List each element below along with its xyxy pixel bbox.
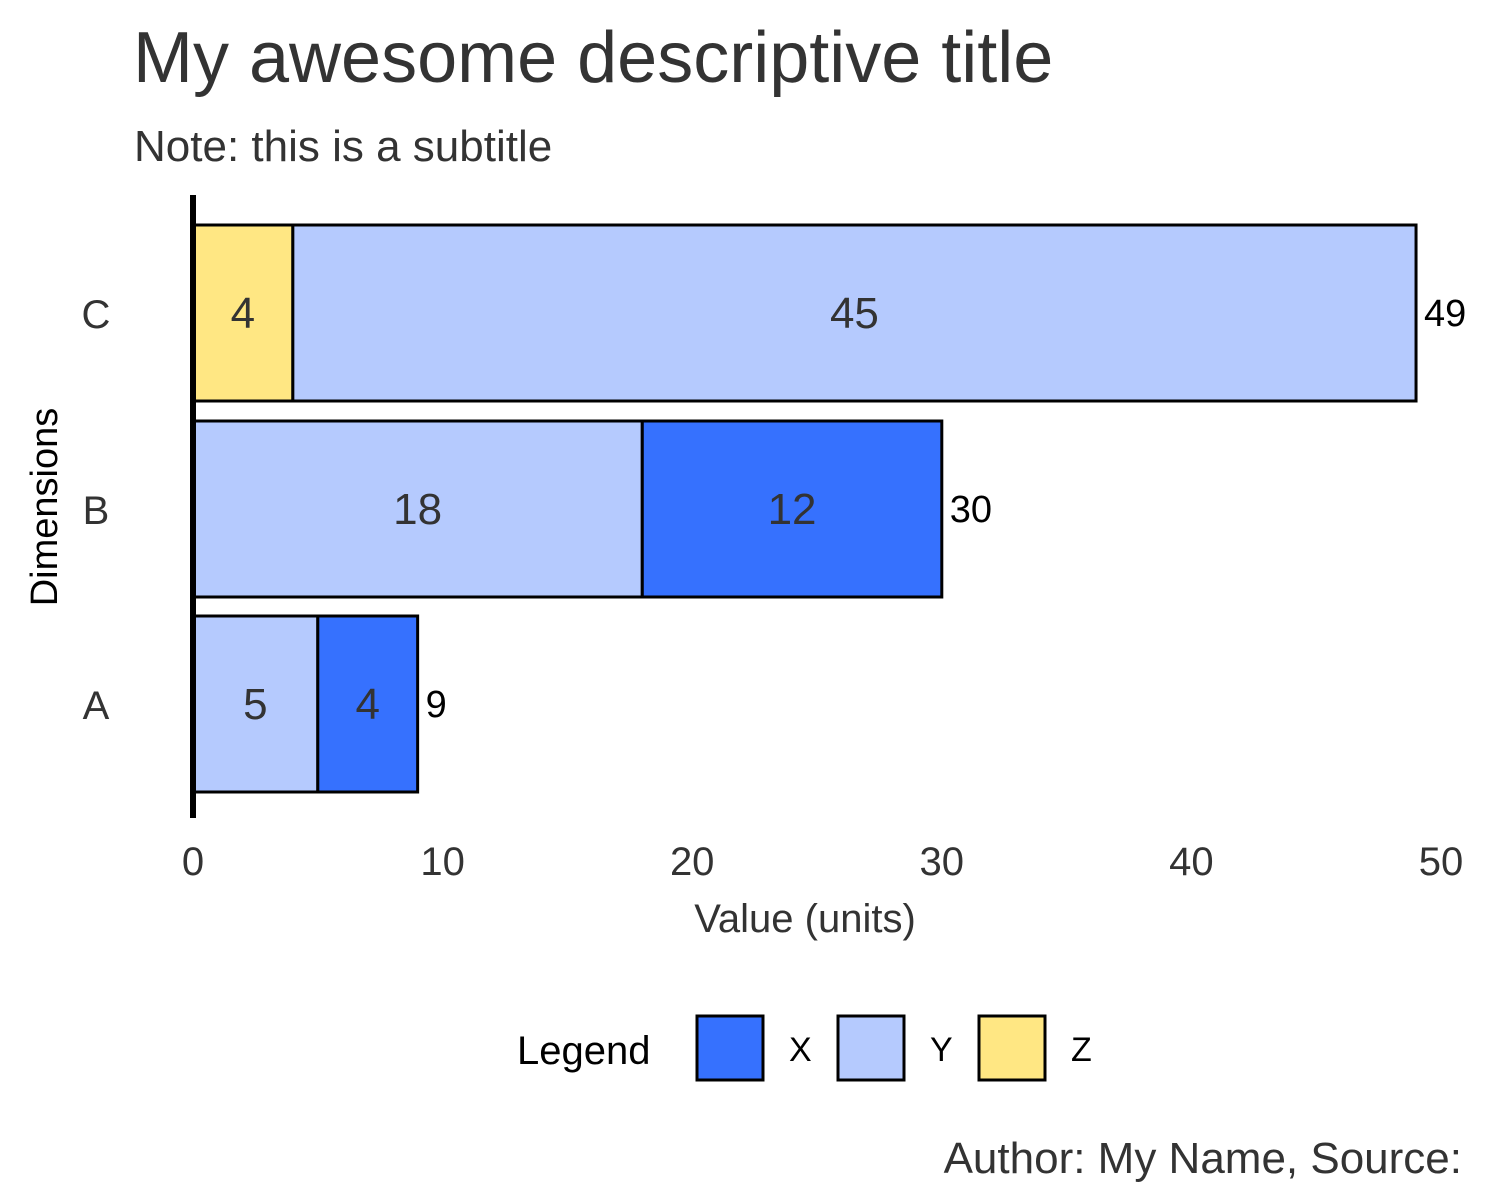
bar-a-y (191, 614, 320, 794)
y-tick-labels: A B C (82, 293, 111, 728)
bar-a-x (316, 614, 420, 794)
total-label-c: 49 (1424, 293, 1466, 335)
segment-label-b-y: 18 (393, 485, 442, 534)
x-axis-title: Value (units) (694, 897, 916, 941)
legend: Legend X Y Z (517, 1014, 1092, 1082)
x-tick-label-10: 10 (420, 840, 465, 884)
legend-label-y: Y (930, 1031, 953, 1069)
segment-label-a-x: 4 (355, 680, 379, 729)
bars-layer (191, 223, 1418, 794)
chart-subtitle: Note: this is a subtitle (134, 122, 552, 171)
segment-label-c-y: 45 (830, 289, 879, 338)
y-tick-label-b: B (83, 489, 110, 533)
legend-swatch-x (695, 1014, 765, 1082)
y-tick-label-c: C (82, 293, 111, 337)
total-label-a: 9 (426, 684, 447, 726)
x-tick-labels: 0 10 20 30 40 50 (182, 840, 1463, 884)
y-tick-label-a: A (83, 684, 110, 728)
bar-b-x (640, 419, 944, 599)
segment-label-b-x: 12 (768, 485, 817, 534)
legend-swatch-z (977, 1014, 1047, 1082)
total-label-b: 30 (950, 489, 992, 531)
legend-title: Legend (517, 1029, 650, 1073)
segment-label-c-z: 4 (231, 289, 255, 338)
bar-c-z (191, 223, 295, 403)
total-labels-layer: 9 30 49 (426, 293, 1467, 726)
x-tick-label-0: 0 (182, 840, 204, 884)
legend-label-x: X (789, 1031, 812, 1069)
chart-caption: Author: My Name, Source: (944, 1134, 1462, 1183)
legend-label-z: Z (1071, 1031, 1092, 1069)
x-tick-label-30: 30 (920, 840, 965, 884)
segment-label-a-y: 5 (243, 680, 267, 729)
chart-title: My awesome descriptive title (133, 18, 1053, 98)
bar-c-y (291, 223, 1418, 403)
x-tick-label-50: 50 (1419, 840, 1464, 884)
x-tick-label-40: 40 (1169, 840, 1214, 884)
legend-swatch-y (836, 1014, 906, 1082)
bar-b-y (191, 419, 644, 599)
segment-labels-layer: 5 4 18 12 4 45 (231, 289, 879, 729)
x-tick-label-20: 20 (670, 840, 715, 884)
y-axis-title: Dimensions (24, 408, 66, 607)
